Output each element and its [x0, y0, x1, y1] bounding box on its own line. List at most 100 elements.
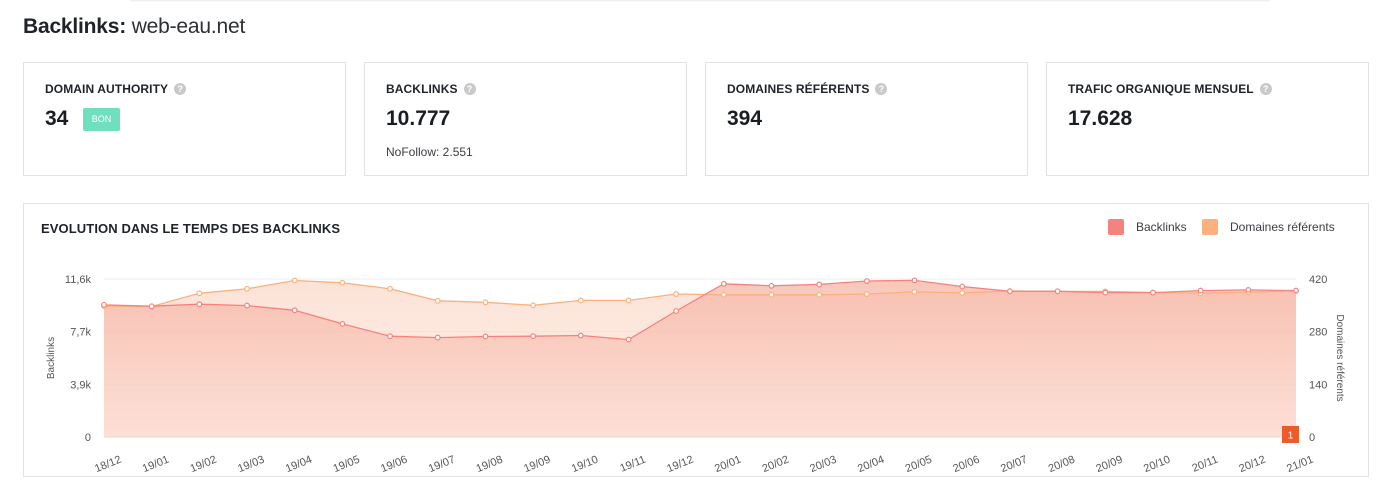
x-tick-label: 20/07 — [999, 454, 1029, 475]
backlinks-point — [1102, 289, 1109, 296]
domaines-point — [434, 297, 441, 304]
legend-label-domaines[interactable]: Domaines référents — [1230, 220, 1335, 234]
backlinks-point — [816, 281, 823, 288]
help-icon[interactable]: ? — [174, 83, 187, 95]
x-tick-label: 19/03 — [236, 454, 266, 475]
y-tick-label: 11,6k — [65, 274, 92, 286]
legend-swatch-backlinks[interactable] — [1108, 219, 1124, 235]
domaines-point — [768, 291, 775, 298]
domaines-line — [103, 279, 1297, 308]
backlinks-point — [434, 334, 441, 341]
domaines-point — [720, 291, 727, 298]
backlinks-line — [103, 279, 1297, 341]
x-tick-label: 21/01 — [1285, 454, 1315, 475]
x-tick-label: 19/04 — [284, 454, 314, 475]
domaines-point — [863, 291, 870, 297]
x-tick-label: 19/07 — [427, 454, 457, 475]
card-trafic-organique: TRAFIC ORGANIQUE MENSUEL? 17.628 — [1046, 62, 1369, 176]
card-backlinks: BACKLINKS? 10.777 NoFollow: 2.551 — [364, 62, 687, 176]
card-value: 17.628 — [1068, 107, 1133, 130]
chart-title: EVOLUTION DANS LE TEMPS DES BACKLINKS — [41, 221, 341, 236]
backlinks-point — [1150, 289, 1156, 296]
domaines-point — [625, 297, 632, 304]
backlinks-point — [1245, 286, 1252, 293]
domaines-point — [577, 297, 584, 304]
y2-tick-label: 0 — [1309, 432, 1315, 444]
backlinks-point — [148, 303, 155, 310]
domaines-point — [530, 302, 537, 309]
backlinks-point — [577, 332, 584, 339]
card-label: BACKLINKS? — [386, 82, 476, 96]
help-icon[interactable]: ? — [875, 83, 888, 95]
card-nofollow: NoFollow: 2.551 — [386, 145, 473, 159]
backlinks-point — [291, 307, 298, 314]
x-tick-label: 19/12 — [665, 454, 695, 475]
legend-swatch-domaines[interactable] — [1202, 219, 1218, 235]
card-value: 394 — [727, 107, 763, 130]
x-tick-label: 19/01 — [141, 454, 171, 475]
backlinks-point — [339, 321, 346, 327]
domaines-point — [673, 291, 680, 297]
backlinks-point — [1007, 288, 1013, 295]
domaines-point — [339, 279, 346, 286]
annotation-label: 1 — [1288, 431, 1294, 442]
backlinks-point — [959, 283, 966, 290]
x-tick-label: 20/05 — [904, 454, 934, 475]
y2-tick-label: 280 — [1309, 327, 1327, 339]
backlinks-point — [863, 278, 870, 284]
x-tick-label: 18/12 — [93, 454, 123, 475]
page-title: Backlinks: web-eau.net — [23, 14, 245, 40]
x-tick-label: 19/08 — [475, 454, 505, 475]
y-tick-label: 7,7k — [70, 327, 91, 339]
domaines-point — [387, 285, 393, 292]
card-label-text: BACKLINKS — [386, 82, 458, 96]
backlinks-point — [482, 333, 489, 340]
page-title-domain: web-eau.net — [131, 15, 246, 38]
x-tick-label: 20/08 — [1047, 454, 1077, 475]
help-icon[interactable]: ? — [463, 83, 476, 95]
x-tick-label: 19/05 — [332, 454, 362, 475]
domaines-point — [482, 299, 489, 306]
domaines-point — [291, 277, 298, 284]
card-label-text: TRAFIC ORGANIQUE MENSUEL — [1068, 82, 1254, 96]
card-label: TRAFIC ORGANIQUE MENSUEL? — [1068, 82, 1272, 96]
backlinks-point — [625, 336, 632, 343]
backlinks-point — [530, 333, 537, 340]
page-title-label: Backlinks: — [23, 15, 127, 38]
backlinks-point — [387, 333, 393, 340]
backlinks-point — [1054, 288, 1061, 295]
domaines-point — [244, 285, 250, 292]
annotation-flag — [1282, 426, 1299, 443]
domaines-point — [911, 288, 918, 295]
backlinks-point — [768, 282, 775, 289]
x-tick-label: 20/12 — [1237, 454, 1267, 475]
card-label-text: DOMAINES RÉFÉRENTS — [727, 82, 870, 96]
card-label-text: DOMAIN AUTHORITY — [45, 82, 169, 96]
y-axis-label: Backlinks — [46, 337, 57, 379]
y-tick-label: 0 — [85, 432, 91, 444]
card-domaines-referents: DOMAINES RÉFÉRENTS? 394 — [705, 62, 1028, 176]
card-domain-authority: DOMAIN AUTHORITY? 34 BON — [23, 62, 346, 176]
y-tick-label: 3,9k — [70, 379, 91, 391]
top-shadow — [130, 0, 1270, 2]
x-tick-label: 20/02 — [761, 454, 791, 475]
backlinks-point — [101, 301, 107, 308]
x-tick-label: 19/11 — [618, 454, 647, 475]
x-tick-label: 19/09 — [522, 454, 552, 475]
y2-tick-label: 140 — [1309, 379, 1327, 391]
x-tick-label: 19/02 — [188, 454, 218, 475]
y2-tick-label: 420 — [1309, 274, 1327, 286]
x-tick-label: 20/10 — [1142, 454, 1172, 475]
card-value: 10.777 — [386, 107, 451, 130]
card-label: DOMAINES RÉFÉRENTS? — [727, 82, 888, 96]
domaines-point — [816, 291, 823, 298]
card-label: DOMAIN AUTHORITY? — [45, 82, 187, 96]
backlinks-point — [720, 280, 727, 287]
backlinks-point — [911, 277, 918, 284]
backlinks-area — [104, 280, 1296, 437]
x-tick-label: 20/11 — [1190, 454, 1219, 475]
y2-axis-label: Domaines référents — [1334, 314, 1345, 401]
legend-label-backlinks[interactable]: Backlinks — [1136, 220, 1187, 234]
help-icon[interactable]: ? — [1259, 83, 1272, 95]
